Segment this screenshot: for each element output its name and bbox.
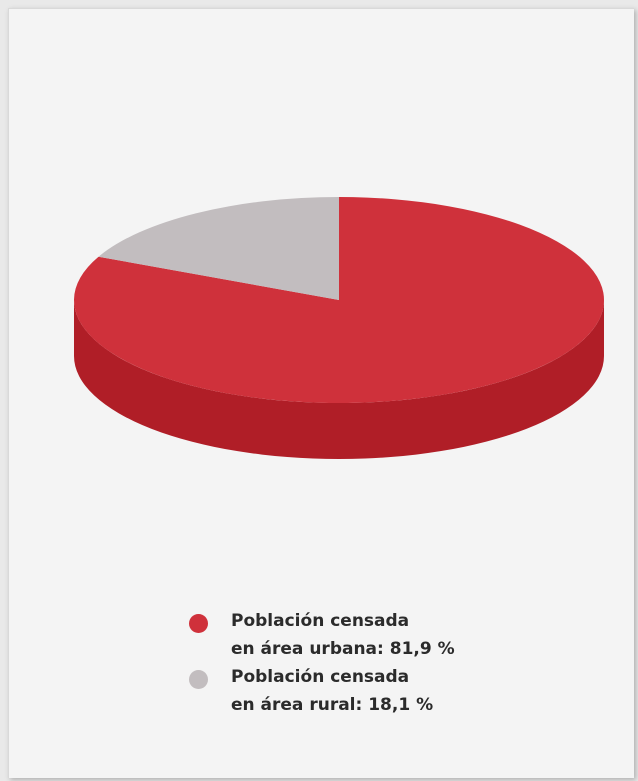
- chart-card: Población censada en área urbana: 81,9 %…: [8, 8, 634, 778]
- legend-dot-rural: [189, 670, 208, 689]
- pie-side-urban: [74, 300, 604, 459]
- pie-slice-urban: [73, 197, 604, 404]
- legend-dot-urban: [189, 614, 208, 633]
- legend: Población censada en área urbana: 81,9 %…: [179, 607, 455, 719]
- pie-slice-rural: [98, 197, 339, 300]
- legend-label-urban-line1: Población censada: [231, 611, 410, 631]
- legend-item-urban: Población censada en área urbana: 81,9 %: [179, 607, 455, 663]
- pie-chart: [73, 197, 604, 459]
- legend-label-urban-line2: en área urbana: 81,9 %: [231, 639, 455, 659]
- legend-label-rural-line1: Población censada: [231, 667, 410, 687]
- legend-item-rural: Población censada en área rural: 18,1 %: [179, 663, 455, 719]
- legend-label-rural-line2: en área rural: 18,1 %: [231, 695, 434, 715]
